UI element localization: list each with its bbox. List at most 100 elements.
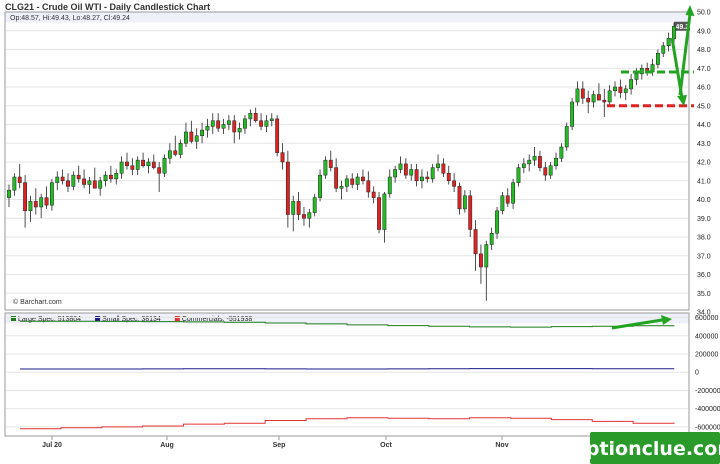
candle (339, 180, 344, 200)
candle (12, 173, 17, 196)
candle-body (457, 186, 462, 210)
candle-body (114, 173, 119, 180)
legend-swatch (174, 316, 180, 321)
candle-body (607, 90, 612, 103)
candle (248, 109, 253, 127)
candle (7, 184, 11, 207)
candle (655, 49, 660, 69)
candle-body (462, 195, 467, 210)
price-tick-label: 45.0 (697, 103, 711, 110)
candle (505, 188, 510, 207)
candle (216, 113, 221, 132)
candle-body (414, 169, 419, 181)
candle (575, 81, 580, 106)
candle-body (135, 159, 140, 170)
candle-body (666, 38, 671, 46)
candle-body (634, 73, 639, 80)
indicator-arrow-shaft (611, 318, 663, 330)
candle-body (629, 79, 634, 90)
candle-body (296, 201, 301, 215)
candle-body (253, 113, 258, 121)
candle-body (521, 163, 526, 168)
indicator-tick-label: 600000 (695, 315, 718, 322)
candle (602, 88, 607, 117)
candle (591, 90, 596, 108)
candle-body (108, 174, 113, 180)
candle (275, 115, 280, 157)
candle-body (420, 176, 424, 181)
candle (141, 152, 145, 168)
candle-body (323, 159, 328, 176)
candle (366, 171, 371, 198)
candle-body (194, 135, 199, 142)
candle-body (484, 244, 489, 268)
up-arrow-shaft (678, 13, 692, 96)
candle (623, 85, 628, 101)
candle (151, 154, 156, 170)
candle-body (125, 161, 129, 166)
candle (280, 143, 285, 170)
candle (532, 147, 537, 166)
candle-body (377, 197, 381, 230)
candle-body (60, 176, 65, 181)
candle (162, 154, 167, 177)
candle-body (366, 180, 371, 193)
candle (414, 163, 419, 187)
candle (516, 163, 521, 187)
candle-body (307, 212, 312, 219)
candle-body (173, 150, 178, 155)
candle (457, 182, 462, 215)
candle (98, 177, 103, 196)
candle (44, 186, 49, 209)
indicator-legend: Large Spec: 513804 Small Spec: 38134 Comme… (11, 316, 252, 323)
candle (425, 171, 430, 183)
candle-body (141, 159, 145, 166)
candle-body (441, 163, 446, 174)
candle (489, 227, 494, 251)
candle-body (538, 156, 542, 168)
candle (307, 208, 312, 228)
candle (71, 171, 76, 191)
candle-body (119, 161, 124, 174)
candle (318, 169, 322, 202)
price-tick-label: 44.0 (697, 122, 711, 129)
candle-body (479, 253, 483, 268)
candle-body (613, 86, 617, 91)
candle (382, 192, 387, 243)
candle (586, 90, 591, 114)
candle (393, 165, 398, 183)
candle (264, 115, 269, 132)
candle (462, 190, 467, 213)
candle-body (285, 161, 290, 215)
candle (17, 163, 22, 189)
candle-body (275, 118, 280, 153)
candle-body (7, 189, 11, 198)
candle (323, 156, 328, 179)
candle (76, 165, 81, 183)
candle-body (527, 159, 532, 165)
candle-body (661, 45, 666, 54)
indicator-tick-label: -400000 (695, 406, 720, 413)
candle (613, 81, 617, 97)
candle (436, 154, 440, 172)
candle (607, 85, 612, 106)
candle-body (505, 195, 510, 204)
candle (672, 22, 676, 45)
candle-body (318, 174, 322, 198)
candle (618, 79, 623, 99)
indicator-panel-frame (4, 312, 690, 437)
indicator-tick-label: 400000 (695, 333, 718, 340)
candle (55, 171, 60, 191)
barchart-credit: © Barchart.com (13, 298, 62, 306)
last-price-tag (674, 21, 690, 31)
candle-body (28, 201, 33, 211)
candle-body (425, 176, 430, 180)
candlestick-series (7, 22, 676, 301)
watermark-text: optionclue.com (573, 438, 720, 460)
price-tick-label: 41.0 (697, 178, 711, 185)
candle-body (430, 167, 435, 180)
chart-title: CLG21 - Crude Oil WTI - Daily Candlestic… (5, 2, 210, 12)
candle (135, 156, 140, 176)
candle-body (243, 118, 247, 129)
candle-body (66, 180, 70, 187)
